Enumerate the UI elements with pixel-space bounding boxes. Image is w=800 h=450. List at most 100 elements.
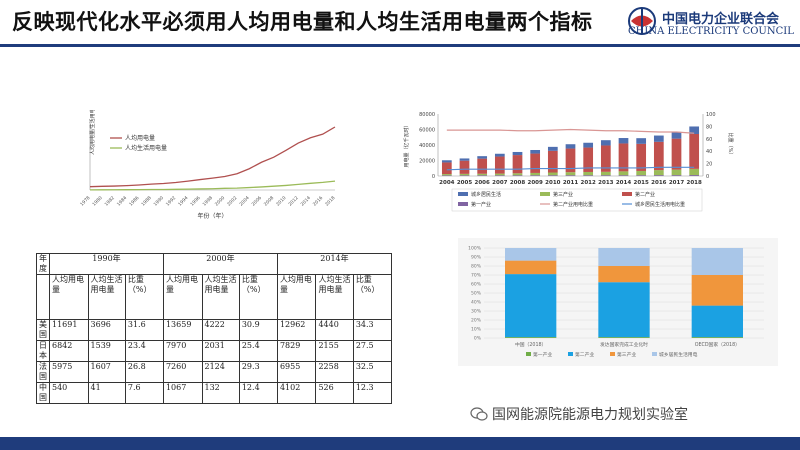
x-tick-label: 2008 <box>510 180 525 186</box>
bar-segment <box>583 175 594 176</box>
table-cell: 12.4 <box>238 382 278 404</box>
table-subheader: 人均生活用电量 <box>201 274 240 320</box>
header-divider <box>0 44 800 47</box>
x-tick-label: 1978 <box>79 195 91 207</box>
x-tick-label: 1982 <box>104 195 116 207</box>
y-tick-label: 20000 <box>419 159 435 165</box>
per-capita-line-svg: 1978 1980 1982 1984 1986 1988 1990 1992 1994 1996… <box>79 72 336 220</box>
y-tick-label: 50% <box>471 291 482 297</box>
x-tick-label: 2005 <box>457 180 472 186</box>
legend-label: 第二产业 <box>575 351 594 358</box>
y-tick-label: 10% <box>471 327 482 333</box>
table-cell: 4222 <box>201 319 240 341</box>
table-cell: 29.3 <box>238 361 278 383</box>
bar-segment <box>653 175 664 176</box>
bar-segment <box>691 337 743 338</box>
watermark-text: 国网能源院能源电力规划实验室 <box>492 407 688 423</box>
y2-tick-label: 40 <box>706 149 712 155</box>
table-subheader: 比重（%） <box>124 274 164 320</box>
table-header-years: 年度 1990年 2000年 2014年 <box>36 253 393 275</box>
bar-segment <box>477 175 488 176</box>
table-subheader: 人均生活用电量 <box>315 274 354 320</box>
wechat-watermark: 国网能源院能源电力规划实验室 <box>470 404 688 424</box>
legend-swatch <box>526 352 531 356</box>
x-tick-label: 1980 <box>91 195 103 207</box>
series-line <box>89 180 336 191</box>
table-row: 中国 540 41 7.6 1067 132 12.4 4102 526 12.3 <box>36 382 393 404</box>
x-tick-label: 1996 <box>189 195 201 207</box>
x-tick-label: 2012 <box>287 195 299 207</box>
table-year-1: 1990年 <box>49 253 164 275</box>
legend-label: 人均生活用电量 <box>125 144 167 152</box>
bar-segment <box>505 337 557 338</box>
y-axis-label: 人均用电量/生活用电量（千瓦时/人） <box>89 110 96 155</box>
legend-label: 第三产业 <box>553 191 573 198</box>
table-cell: 7970 <box>162 340 203 362</box>
logo-text-cn: 中国电力企业联合会 <box>662 12 780 27</box>
bar-segment <box>459 160 470 174</box>
y-tick-label: 90% <box>471 255 482 261</box>
table-cell: 41 <box>87 382 126 404</box>
y2-tick-label: 0 <box>706 174 709 180</box>
x-tick-label: 发达国家完成工业化时 <box>600 341 648 348</box>
wechat-icon <box>470 407 488 421</box>
bar-segment <box>547 150 558 173</box>
x-tick-label: 2006 <box>475 180 490 186</box>
table-cell: 32.5 <box>352 361 393 383</box>
table-row: 法国 5975 1607 26.8 7260 2124 29.3 6955 2258 32.5 <box>36 361 393 383</box>
bar-segment <box>653 135 664 142</box>
bar-segment <box>691 305 743 338</box>
x-tick-label: 2002 <box>226 195 238 207</box>
x-tick-label: 2018 <box>687 180 702 186</box>
x-tick-label: 2016 <box>312 195 324 207</box>
table-cell: 6955 <box>276 361 317 383</box>
bar-segment <box>598 266 650 283</box>
legend-swatch <box>622 192 632 196</box>
legend-label: 人均用电量 <box>125 134 155 142</box>
bar-segment <box>598 248 650 266</box>
table-cell: 34.3 <box>352 319 393 341</box>
table-row: 美国 11691 3696 31.6 13659 4222 30.9 12962 4440 34.… <box>36 319 393 341</box>
bar-segment <box>671 175 682 176</box>
bar-segment <box>689 175 700 176</box>
table-row: 日本 6842 1539 23.4 7970 2031 25.4 7829 2155 27.5 <box>36 340 393 362</box>
x-tick-label: 1994 <box>177 195 189 207</box>
x-tick-label: OECD国家（2018） <box>695 341 740 348</box>
bar-segment <box>477 156 488 159</box>
table-cell: 4440 <box>315 319 354 341</box>
bar-segment <box>600 140 611 146</box>
table-country-cell: 法国 <box>36 361 50 383</box>
y-axis-label: 用电量（亿千瓦时） <box>403 122 410 167</box>
bar-segment <box>530 172 541 176</box>
table-cell: 25.4 <box>238 340 278 362</box>
bar-segment <box>512 175 523 176</box>
x-tick-label: 1992 <box>165 195 177 207</box>
bar-segment <box>441 160 452 163</box>
table-cell: 13659 <box>162 319 203 341</box>
x-tick-label: 2004 <box>238 195 250 207</box>
bar-segment <box>653 141 664 171</box>
bar-segment <box>689 133 700 169</box>
x-tick-label: 2010 <box>275 195 287 207</box>
table-cell: 540 <box>49 382 89 404</box>
bar-segment <box>671 131 682 139</box>
structure-comparison-chart: 0% 10% 20% 30% 40% 50% 60% 70% 80% 90% 100% 中国（2018… <box>458 238 778 366</box>
x-tick-label: 2014 <box>616 180 631 186</box>
table-cell: 5975 <box>49 361 89 383</box>
bar-segment <box>565 172 576 176</box>
table-corner: 年度 <box>36 253 50 275</box>
bar-segment <box>653 170 664 176</box>
bar-segment <box>512 151 523 156</box>
table-cell: 2124 <box>201 361 240 383</box>
bar-segment <box>547 146 558 151</box>
cec-logo: 中国电力企业联合会 CHINA ELECTRICITY COUNCIL <box>624 7 796 42</box>
x-tick-label: 中国（2018） <box>515 341 546 348</box>
y-tick-label: 100% <box>468 246 482 252</box>
bar-segment <box>583 142 594 148</box>
comparison-table-panel: 年度 1990年 2000年 2014年 人均用电量 人均生活用电量 比重（%）… <box>36 253 393 404</box>
comparison-table: 年度 1990年 2000年 2014年 人均用电量 人均生活用电量 比重（%）… <box>36 253 393 404</box>
table-subheader: 人均用电量 <box>162 274 203 320</box>
x-tick-label: 2008 <box>263 195 275 207</box>
table-subheader: 人均用电量 <box>49 274 89 320</box>
y2-tick-label: 80 <box>706 124 712 130</box>
